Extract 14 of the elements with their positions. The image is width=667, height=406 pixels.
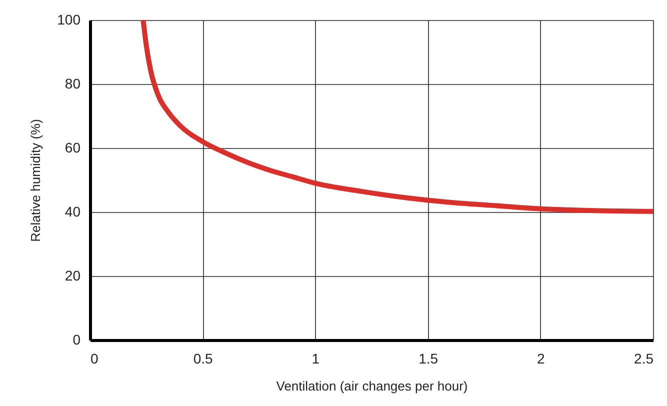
y-tick-label: 0 xyxy=(72,332,81,348)
y-tick-label: 100 xyxy=(57,12,81,28)
y-axis-title: Relative humidity (%) xyxy=(28,119,44,242)
x-tick-label: 2.5 xyxy=(634,350,654,366)
y-tick-label: 20 xyxy=(64,268,81,284)
y-tick-label: 40 xyxy=(64,204,81,220)
x-tick-label: 0 xyxy=(90,350,98,366)
x-tick-label: 1.5 xyxy=(418,350,438,366)
x-tick-label: 2 xyxy=(537,350,545,366)
y-tick-label: 60 xyxy=(64,140,81,156)
x-axis-title: Ventilation (air changes per hour) xyxy=(276,378,468,394)
y-tick-label: 80 xyxy=(64,76,81,92)
x-tick-label: 0.5 xyxy=(193,350,214,366)
x-tick-label: 1 xyxy=(312,350,320,366)
